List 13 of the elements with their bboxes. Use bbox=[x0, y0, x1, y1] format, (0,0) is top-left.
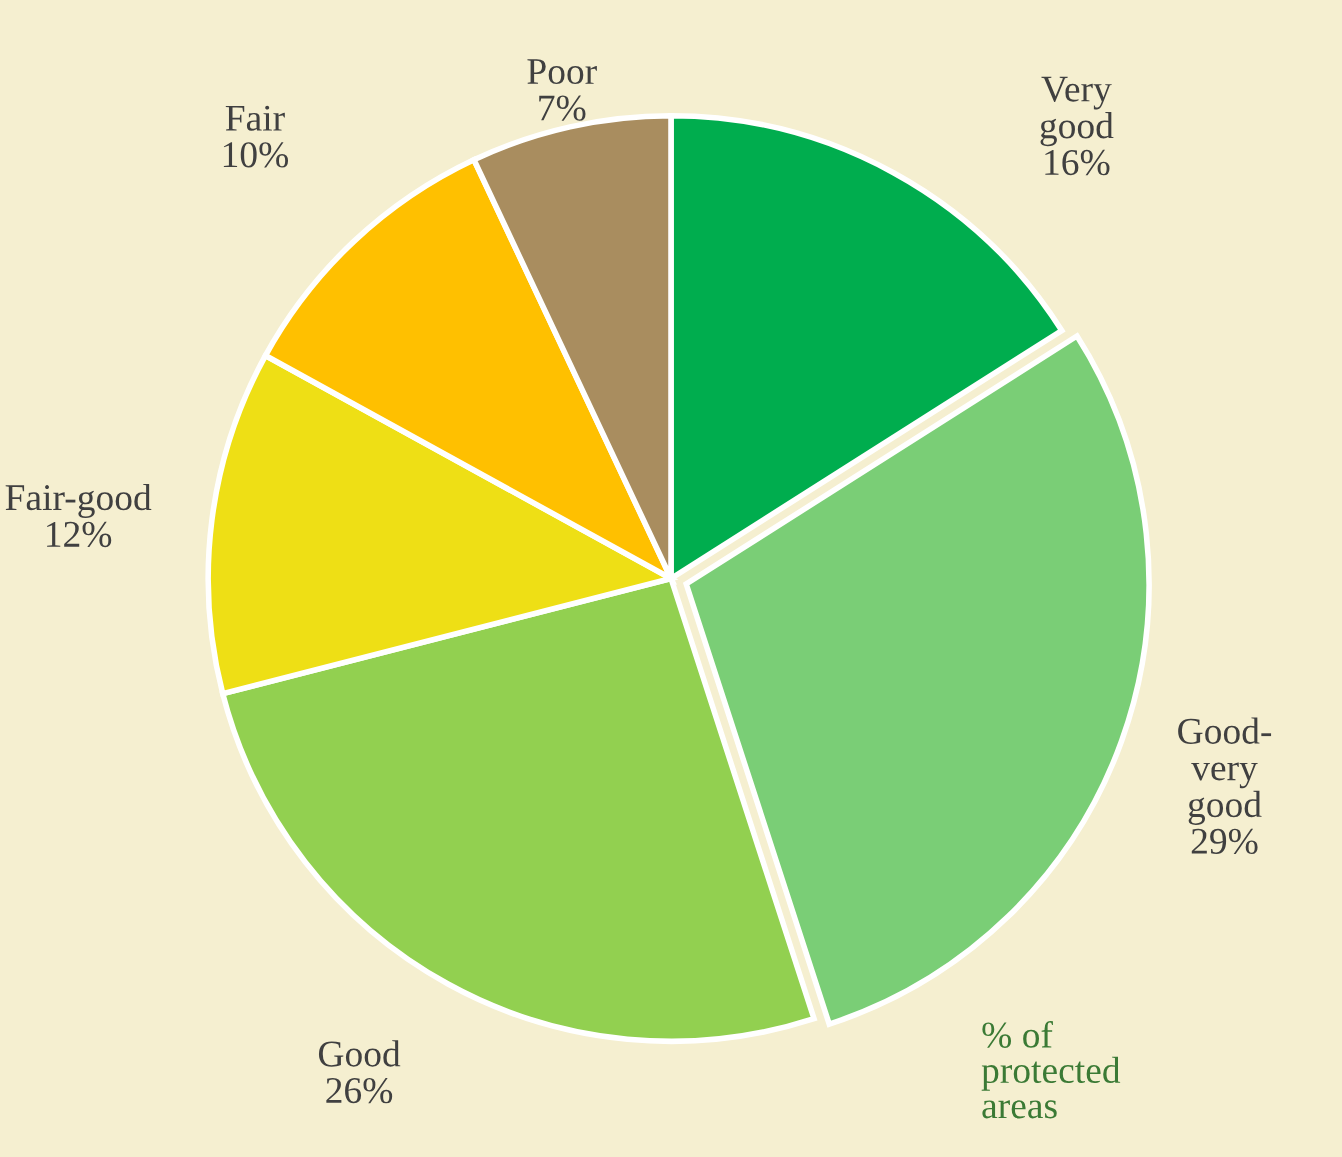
data-label: 16% bbox=[1045, 149, 1110, 176]
slice-label: Fair-good bbox=[5, 483, 152, 519]
data-label: 7% bbox=[539, 95, 586, 121]
slice-label: Good bbox=[318, 1040, 401, 1067]
data-label: 29% bbox=[1191, 828, 1258, 855]
slice-label: Very good bbox=[1040, 76, 1114, 147]
data-label: 12% bbox=[47, 521, 112, 548]
slice-label: Fair bbox=[225, 105, 285, 131]
slice-label: Poor bbox=[527, 59, 597, 85]
data-label: 26% bbox=[326, 1077, 393, 1104]
data-label: 10% bbox=[223, 142, 289, 168]
slice-label: Good-very good bbox=[1178, 717, 1272, 825]
text: % of protected areas bbox=[981, 1021, 1121, 1119]
